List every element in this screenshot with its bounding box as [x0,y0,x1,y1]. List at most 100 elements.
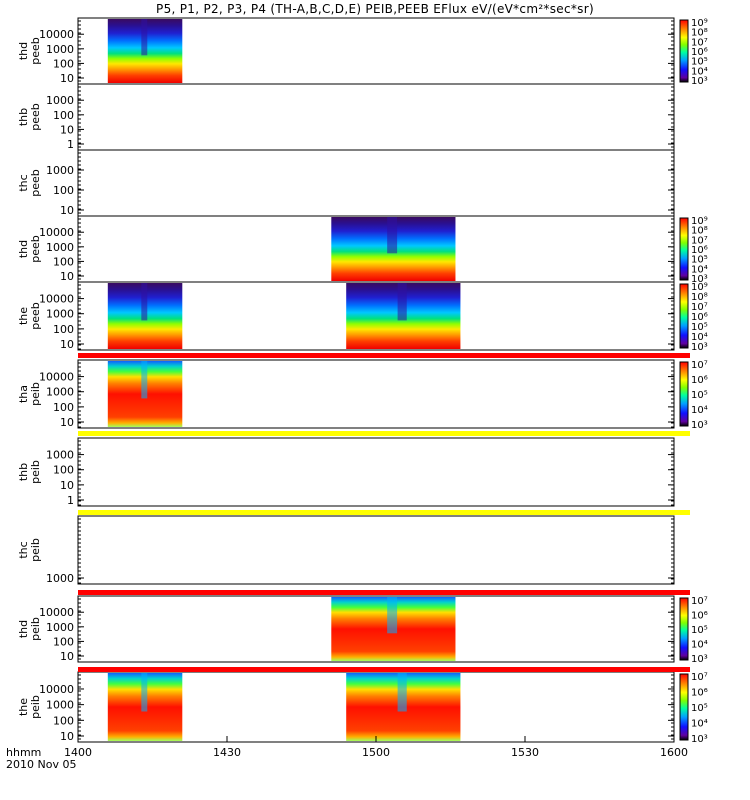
y-tick-label: 10 [60,123,74,136]
colorbar-label: 10⁶ [691,375,708,386]
colorbar-label: 10⁶ [691,688,708,699]
colorbar-label: 10⁶ [691,47,708,58]
colorbar-label: 10⁴ [691,66,708,77]
y-tick-label: 100 [53,401,74,414]
colorbar [679,283,689,349]
y-tick-label: 1000 [46,241,74,254]
panel-label-line: thb [17,108,30,126]
panel-thc-peib: 1000 thc peib [17,515,675,585]
colorbar-label: 10⁴ [691,719,708,730]
panel-thc-peeb: 10 100 1000 thc peeb [17,149,675,217]
separator-bar [78,667,690,672]
y-tick-label: 10000 [39,371,74,384]
y-tick-label: 10000 [39,683,74,696]
panel-label-line: thd [17,620,30,638]
x-tick-label: 1430 [213,746,241,759]
colorbar-label: 10³ [691,654,708,665]
separator-bar [78,353,690,358]
colorbar-label: 10⁷ [691,672,708,683]
colorbar-label: 10⁴ [691,405,708,416]
y-tick-label: 10 [60,479,74,492]
colorbar-label: 10⁵ [691,255,708,266]
colorbar-label: 10⁵ [691,390,708,401]
panel-label-line: the [17,307,30,325]
y-tick-label: 1000 [46,386,74,399]
colorbar-label: 10⁵ [691,57,708,68]
colorbar-label: 10⁹ [691,282,708,293]
panel-label-line: peib [29,382,42,406]
separator-bar [78,431,690,436]
y-tick-label: 100 [53,57,74,70]
y-tick-label: 100 [53,714,74,727]
y-tick-label: 1 [67,138,74,151]
colorbar [679,361,689,427]
colorbar [679,673,689,741]
colorbar-label: 10⁷ [691,360,708,371]
panel-label-line: tha [17,385,30,403]
panel-label-line: thb [17,463,30,481]
colorbar-label: 10³ [691,342,708,353]
y-tick-label: 1000 [46,164,74,177]
y-tick-label: 100 [53,323,74,336]
panel-frame [77,359,675,429]
panel-label-line: peeb [29,302,42,330]
y-tick-label: 1000 [46,621,74,634]
colorbar-label: 10⁵ [691,322,708,333]
y-tick-label: 1000 [46,449,74,462]
panel-frame [77,595,675,663]
colorbar-label: 10⁸ [691,28,708,39]
y-tick-label: 10 [60,270,74,283]
colorbar-label: 10³ [691,734,708,745]
panel-frame [77,149,675,217]
colorbar-label: 10⁷ [691,235,708,246]
spectrogram-feature [397,283,407,321]
panel-label-line: peib [29,538,42,562]
spectrogram-feature [141,361,148,399]
y-tick-label: 1 [67,494,74,507]
y-tick-label: 1000 [46,43,74,56]
date-label: 2010 Nov 05 [6,758,76,771]
colorbar-label: 10⁴ [691,264,708,275]
panel-label-line: thc [17,541,30,558]
colorbar-label: 10³ [691,420,708,431]
y-tick-label: 100 [53,184,74,197]
panel-label-line: peeb [29,235,42,263]
panel-thb-peib: 1 10 100 1000 thb peib [17,437,675,507]
colorbar-label: 10⁶ [691,245,708,256]
x-tick-label: 1600 [660,746,688,759]
spectrogram-feature [141,19,148,56]
panel-frame [77,437,675,507]
y-tick-label: 1000 [46,94,74,107]
spectrogram-feature [387,597,398,634]
colorbar-label: 10⁴ [691,640,708,651]
colorbar-label: 10⁷ [691,37,708,48]
panel-the-peeb: 10 100 1000 10000 the peeb 10³10⁴10⁵10⁶10⁷10⁸1… [17,281,708,353]
colorbar-label: 10⁵ [691,703,708,714]
spectrogram-feature [387,217,398,254]
colorbar [679,19,689,83]
spectrogram-feature [141,673,148,712]
y-tick-label: 100 [53,255,74,268]
y-tick-label: 10 [60,730,74,743]
panel-label-line: peeb [29,169,42,197]
y-tick-label: 100 [53,109,74,122]
colorbar-label: 10⁶ [691,312,708,323]
x-tick-label: 1500 [362,746,390,759]
colorbar-label: 10³ [691,76,708,87]
spectrogram-feature [141,283,148,321]
panel-label-line: peib [29,695,42,719]
y-tick-label: 10 [60,72,74,85]
separator-bar [78,510,690,515]
y-tick-label: 10000 [39,606,74,619]
colorbar-label: 10⁷ [691,596,708,607]
colorbar-label: 10⁶ [691,611,708,622]
spectrogram-feature [397,673,407,712]
y-tick-label: 100 [53,635,74,648]
y-tick-label: 10000 [39,226,74,239]
panel-label-line: thc [17,174,30,191]
colorbar-label: 10⁸ [691,226,708,237]
colorbar-label: 10⁹ [691,18,708,29]
